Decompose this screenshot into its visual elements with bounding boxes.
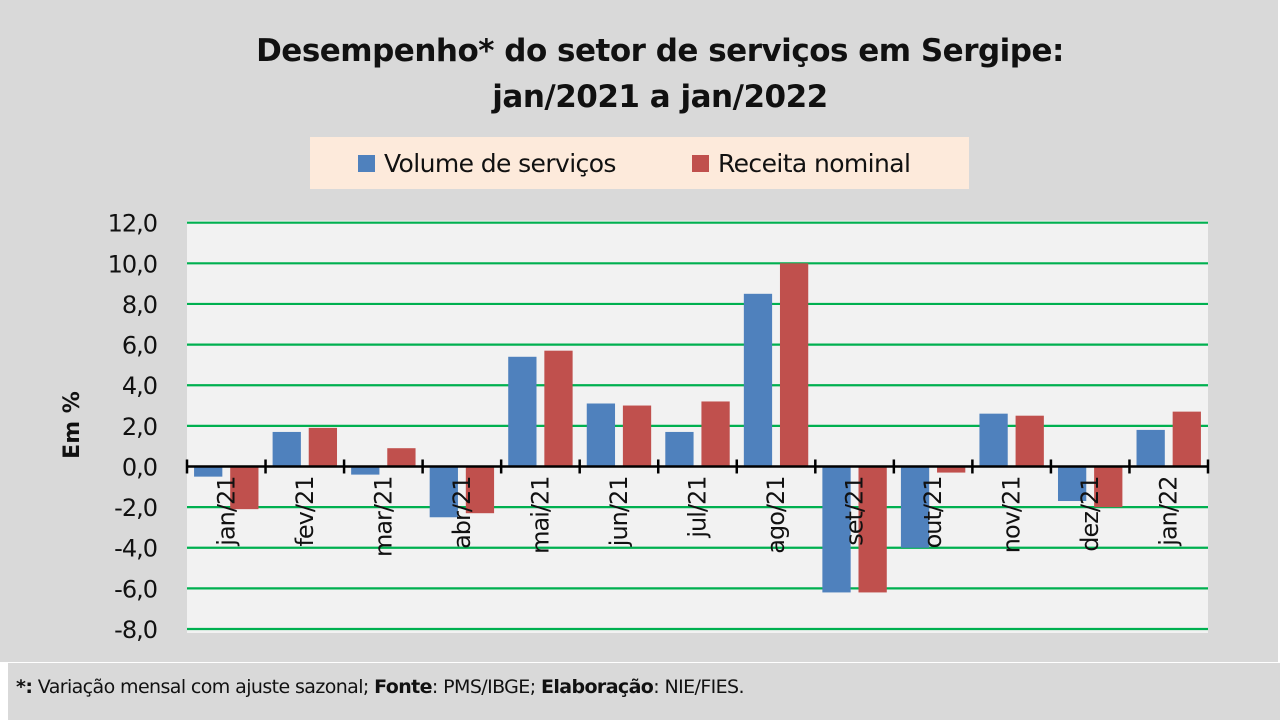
chart-title-line-1: Desempenho* do setor de serviços em Serg… xyxy=(256,33,1064,69)
x-tick-label: abr/21 xyxy=(448,476,476,548)
chart-title: Desempenho* do setor de serviços em Serg… xyxy=(0,28,1280,120)
legend-item-receita: Receita nominal xyxy=(692,137,911,189)
bar-receita-nominal xyxy=(1015,415,1044,467)
footer-source-label: Fonte xyxy=(374,676,432,698)
y-axis-tick-labels: 12,0 10,0 8,0 6,0 4,0 2,0 0,0 -2,0 -4,0 -6,0 -8,0 xyxy=(108,210,158,644)
y-tick-label: -6,0 xyxy=(114,575,157,603)
chart-title-line-2: jan/2021 a jan/2022 xyxy=(492,79,828,115)
bar-receita-nominal xyxy=(465,466,495,514)
bar-volume-servicos xyxy=(508,356,537,467)
y-tick-label: -8,0 xyxy=(114,616,157,644)
bar-volume-servicos xyxy=(822,466,851,593)
bar-volume-servicos xyxy=(272,431,301,467)
bar-volume-servicos xyxy=(1136,429,1165,467)
x-tick-label: jan/21 xyxy=(212,476,240,546)
bar-volume-servicos xyxy=(743,293,773,467)
bar-receita-nominal xyxy=(230,466,259,510)
footer-band xyxy=(8,663,1280,720)
bar-receita-nominal xyxy=(937,466,966,473)
y-tick-label: 6,0 xyxy=(122,332,157,360)
x-tick-label: nov/21 xyxy=(998,476,1026,553)
legend-swatch-receita xyxy=(692,154,709,172)
bar-receita-nominal xyxy=(858,466,887,593)
bar-receita-nominal xyxy=(544,350,573,467)
bar-volume-servicos xyxy=(351,466,380,475)
footer-note: *: Variação mensal com ajuste sazonal; F… xyxy=(16,676,745,698)
footer-author-label: Elaboração xyxy=(540,676,654,698)
x-tick-label: jul/21 xyxy=(684,476,712,538)
bar-volume-servicos xyxy=(900,466,930,548)
x-tick-label: out/21 xyxy=(919,476,947,548)
bar-volume-servicos xyxy=(429,466,458,518)
bar-receita-nominal xyxy=(1172,411,1201,467)
y-tick-label: 0,0 xyxy=(122,453,157,481)
bar-receita-nominal xyxy=(387,448,416,467)
bar-receita-nominal xyxy=(779,263,809,467)
bar-volume-servicos xyxy=(665,431,694,467)
bar-receita-nominal xyxy=(622,405,652,467)
y-tick-label: -4,0 xyxy=(114,535,157,563)
x-tick-label: dez/21 xyxy=(1076,476,1104,551)
chart-legend: Volume de serviços Receita nominal xyxy=(310,137,969,189)
y-tick-label: 8,0 xyxy=(122,291,157,319)
y-tick-label: 10,0 xyxy=(108,250,157,278)
bar-receita-nominal xyxy=(308,427,338,467)
x-axis-tick-labels: jan/21 fev/21 mar/21 abr/21 mai/21 jun/21 jul/… xyxy=(212,476,1182,557)
bar-volume-servicos xyxy=(586,403,616,467)
x-tick-label: jun/21 xyxy=(605,476,633,547)
x-tick-label: ago/21 xyxy=(762,476,790,553)
legend-item-volume: Volume de serviços xyxy=(358,137,616,189)
legend-label-volume: Volume de serviços xyxy=(384,148,616,178)
x-tick-label: mar/21 xyxy=(369,476,397,557)
y-tick-label: 2,0 xyxy=(122,413,157,441)
x-tick-label: set/21 xyxy=(841,476,869,545)
y-axis-label: Em % xyxy=(60,391,85,459)
x-tick-label: mai/21 xyxy=(526,476,554,553)
x-tick-label: jan/22 xyxy=(1155,476,1183,546)
footer-source-text: : PMS/IBGE; xyxy=(431,676,541,698)
y-tick-label: -2,0 xyxy=(114,494,157,522)
footer-star-text: Variação mensal com ajuste sazonal; xyxy=(32,676,375,698)
y-tick-label: 12,0 xyxy=(108,210,157,238)
x-tick-label: fev/21 xyxy=(291,476,319,546)
bar-receita-nominal xyxy=(701,401,730,467)
legend-label-receita: Receita nominal xyxy=(718,148,911,178)
bar-volume-servicos xyxy=(194,466,223,477)
bars xyxy=(194,263,1201,593)
x-axis xyxy=(185,459,1210,474)
footer-star: *: xyxy=(16,676,33,698)
legend-swatch-volume xyxy=(358,154,375,172)
bar-volume-servicos xyxy=(979,413,1008,467)
footer-author-text: : NIE/FIES. xyxy=(653,676,744,698)
bar-receita-nominal xyxy=(1094,466,1123,508)
y-tick-label: 4,0 xyxy=(122,372,157,400)
bar-volume-servicos xyxy=(1057,466,1087,502)
